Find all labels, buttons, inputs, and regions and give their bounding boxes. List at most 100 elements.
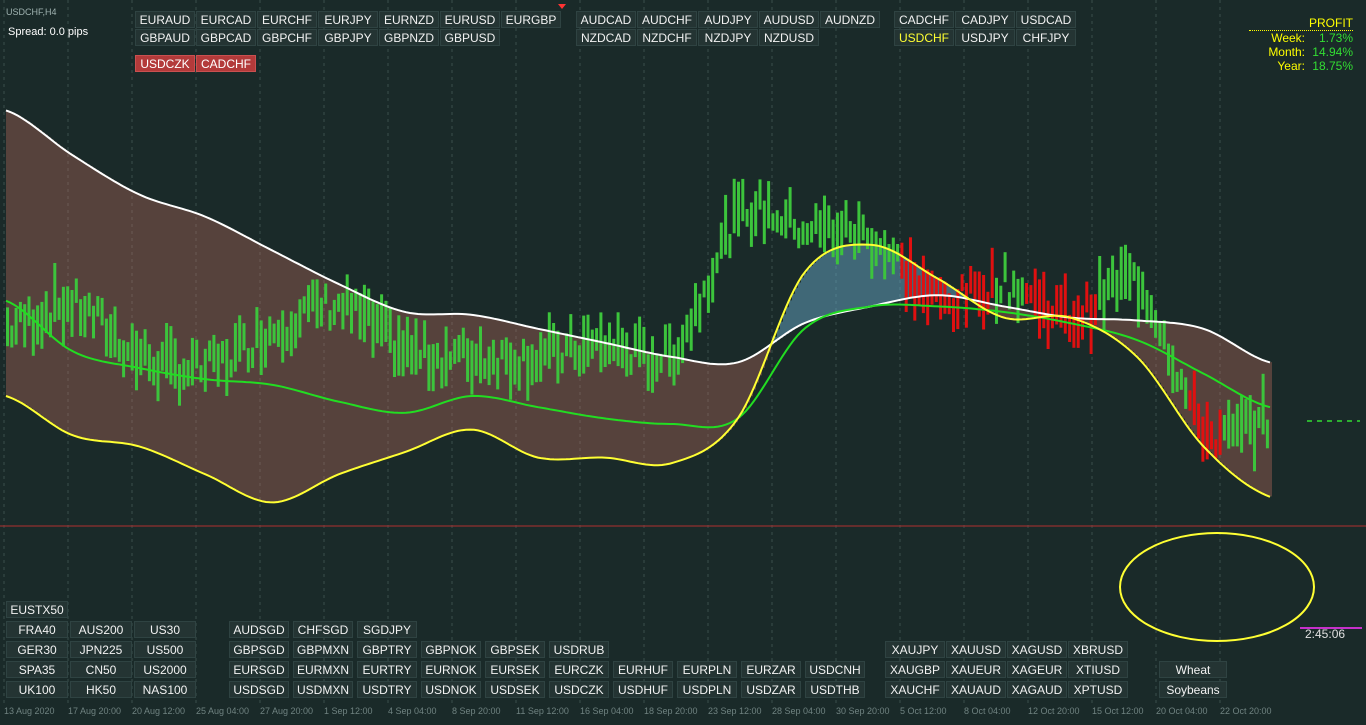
symbol-button-nzdchf[interactable]: NZDCHF <box>637 29 697 46</box>
symbol-button-eurtry[interactable]: EURTRY <box>357 661 417 678</box>
symbol-button-usdsgd[interactable]: USDSGD <box>229 681 289 698</box>
candle-bar <box>208 340 212 362</box>
symbol-button-us2000[interactable]: US2000 <box>134 661 196 678</box>
symbol-button-ger30[interactable]: GER30 <box>6 641 68 658</box>
symbol-button-usdpln[interactable]: USDPLN <box>677 681 737 698</box>
candle-bar <box>715 252 719 274</box>
symbol-button-aus200[interactable]: AUS200 <box>70 621 132 638</box>
symbol-button-audchf[interactable]: AUDCHF <box>637 11 697 28</box>
symbol-button-usdzar[interactable]: USDZAR <box>741 681 801 698</box>
candle-bar <box>719 222 723 259</box>
symbol-button-cn50[interactable]: CN50 <box>70 661 132 678</box>
symbol-button-gbpnok[interactable]: GBPNOK <box>421 641 481 658</box>
symbol-button-gbpcad[interactable]: GBPCAD <box>196 29 256 46</box>
symbol-button-audjpy[interactable]: AUDJPY <box>698 11 758 28</box>
symbol-button-audnzd[interactable]: AUDNZD <box>820 11 880 28</box>
symbol-button-euraud[interactable]: EURAUD <box>135 11 195 28</box>
symbol-button-xauusd[interactable]: XAUUSD <box>946 641 1006 658</box>
symbol-button-eustx50[interactable]: EUSTX50 <box>6 601 68 618</box>
symbol-button-eurpln[interactable]: EURPLN <box>677 661 737 678</box>
symbol-button-eurnzd[interactable]: EURNZD <box>379 11 439 28</box>
candle-bar <box>375 304 379 344</box>
candle-bar <box>354 288 358 311</box>
symbol-button-us500[interactable]: US500 <box>134 641 196 658</box>
symbol-button-usdsek[interactable]: USDSEK <box>485 681 545 698</box>
symbol-button-nzdcad[interactable]: NZDCAD <box>576 29 636 46</box>
time-axis-label: 25 Aug 04:00 <box>196 706 250 716</box>
symbol-button-cadchf[interactable]: CADCHF <box>196 55 256 72</box>
symbol-button-usdcad[interactable]: USDCAD <box>1016 11 1076 28</box>
symbol-button-uk100[interactable]: UK100 <box>6 681 68 698</box>
symbol-button-nas100[interactable]: NAS100 <box>134 681 196 698</box>
symbol-button-xtiusd[interactable]: XTIUSD <box>1068 661 1128 678</box>
symbol-button-eurmxn[interactable]: EURMXN <box>293 661 353 678</box>
candle-bar <box>1128 253 1132 301</box>
symbol-button-soybeans[interactable]: Soybeans <box>1159 681 1227 698</box>
symbol-button-xaugbp[interactable]: XAUGBP <box>885 661 945 678</box>
symbol-button-usdrub[interactable]: USDRUB <box>549 641 609 658</box>
symbol-button-nzdusd[interactable]: NZDUSD <box>759 29 819 46</box>
candle-bar <box>444 326 448 387</box>
symbol-button-chfjpy[interactable]: CHFJPY <box>1016 29 1076 46</box>
symbol-button-xauchf[interactable]: XAUCHF <box>885 681 945 698</box>
symbol-button-eursgd[interactable]: EURSGD <box>229 661 289 678</box>
symbol-button-xptusd[interactable]: XPTUSD <box>1068 681 1128 698</box>
symbol-button-spa35[interactable]: SPA35 <box>6 661 68 678</box>
symbol-button-us30[interactable]: US30 <box>134 621 196 638</box>
symbol-button-eurhuf[interactable]: EURHUF <box>613 661 673 678</box>
symbol-button-eurgbp[interactable]: EURGBP <box>501 11 561 28</box>
symbol-button-cadjpy[interactable]: CADJPY <box>955 11 1015 28</box>
symbol-button-xauaud[interactable]: XAUAUD <box>946 681 1006 698</box>
candle-bar <box>79 299 83 336</box>
symbol-button-usdcnh[interactable]: USDCNH <box>805 661 865 678</box>
symbol-button-usdnok[interactable]: USDNOK <box>421 681 481 698</box>
symbol-button-audsgd[interactable]: AUDSGD <box>229 621 289 638</box>
candle-bar <box>328 310 332 331</box>
symbol-button-cadchf[interactable]: CADCHF <box>894 11 954 28</box>
symbol-button-gbpusd[interactable]: GBPUSD <box>440 29 500 46</box>
symbol-button-gbpchf[interactable]: GBPCHF <box>257 29 317 46</box>
symbol-button-usdczk[interactable]: USDCZK <box>135 55 195 72</box>
symbol-button-gbpsgd[interactable]: GBPSGD <box>229 641 289 658</box>
symbol-button-eurzar[interactable]: EURZAR <box>741 661 801 678</box>
symbol-button-gbpaud[interactable]: GBPAUD <box>135 29 195 46</box>
symbol-button-xaujpy[interactable]: XAUJPY <box>885 641 945 658</box>
symbol-button-eurcad[interactable]: EURCAD <box>196 11 256 28</box>
symbol-button-jpn225[interactable]: JPN225 <box>70 641 132 658</box>
symbol-button-usdczk[interactable]: USDCZK <box>549 681 609 698</box>
symbol-button-eurjpy[interactable]: EURJPY <box>318 11 378 28</box>
symbol-button-eurusd[interactable]: EURUSD <box>440 11 500 28</box>
symbol-button-eurchf[interactable]: EURCHF <box>257 11 317 28</box>
symbol-button-fra40[interactable]: FRA40 <box>6 621 68 638</box>
symbol-button-usdchf[interactable]: USDCHF <box>894 29 954 46</box>
symbol-button-wheat[interactable]: Wheat <box>1159 661 1227 678</box>
symbol-button-gbptry[interactable]: GBPTRY <box>357 641 417 658</box>
symbol-button-eursek[interactable]: EURSEK <box>485 661 545 678</box>
symbol-button-eurczk[interactable]: EURCZK <box>549 661 609 678</box>
symbol-button-usdmxn[interactable]: USDMXN <box>293 681 353 698</box>
symbol-button-usdhuf[interactable]: USDHUF <box>613 681 673 698</box>
symbol-button-gbpmxn[interactable]: GBPMXN <box>293 641 353 658</box>
symbol-button-usdthb[interactable]: USDTHB <box>805 681 865 698</box>
symbol-button-usdtry[interactable]: USDTRY <box>357 681 417 698</box>
symbol-button-chfsgd[interactable]: CHFSGD <box>293 621 353 638</box>
symbol-button-gbpnzd[interactable]: GBPNZD <box>379 29 439 46</box>
symbol-button-hk50[interactable]: HK50 <box>70 681 132 698</box>
symbol-button-sgdjpy[interactable]: SGDJPY <box>357 621 417 638</box>
symbol-button-xaueur[interactable]: XAUEUR <box>946 661 1006 678</box>
symbol-button-xagaud[interactable]: XAGAUD <box>1007 681 1067 698</box>
symbol-button-xagusd[interactable]: XAGUSD <box>1007 641 1067 658</box>
symbol-button-eurnok[interactable]: EURNOK <box>421 661 481 678</box>
symbol-button-nzdjpy[interactable]: NZDJPY <box>698 29 758 46</box>
candle-bar <box>18 301 22 323</box>
symbol-button-xbrusd[interactable]: XBRUSD <box>1068 641 1128 658</box>
symbol-button-xageur[interactable]: XAGEUR <box>1007 661 1067 678</box>
symbol-button-audusd[interactable]: AUDUSD <box>759 11 819 28</box>
symbol-button-gbpsek[interactable]: GBPSEK <box>485 641 545 658</box>
candle-bar <box>745 209 749 227</box>
candle-bar <box>956 289 960 330</box>
symbol-button-usdjpy[interactable]: USDJPY <box>955 29 1015 46</box>
symbol-button-audcad[interactable]: AUDCAD <box>576 11 636 28</box>
symbol-button-gbpjpy[interactable]: GBPJPY <box>318 29 378 46</box>
